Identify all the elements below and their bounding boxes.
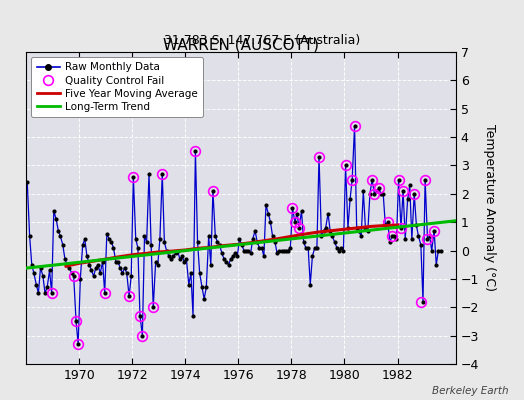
Text: Berkeley Earth: Berkeley Earth (432, 386, 508, 396)
Legend: Raw Monthly Data, Quality Control Fail, Five Year Moving Average, Long-Term Tren: Raw Monthly Data, Quality Control Fail, … (31, 57, 203, 117)
Text: 31.783 S, 147.767 E (Australia): 31.783 S, 147.767 E (Australia) (164, 34, 360, 47)
Title: WARREN (AUSCOTT): WARREN (AUSCOTT) (163, 37, 319, 52)
Y-axis label: Temperature Anomaly (°C): Temperature Anomaly (°C) (483, 124, 496, 292)
